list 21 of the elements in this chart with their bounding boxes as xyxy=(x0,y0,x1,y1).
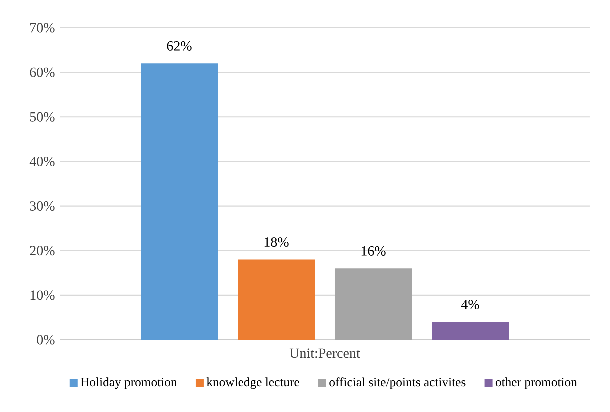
y-tick-label: 40% xyxy=(30,156,55,166)
y-tick-label: 30% xyxy=(30,202,55,212)
bar xyxy=(334,268,412,340)
data-label: 62% xyxy=(167,41,192,51)
data-label: 16% xyxy=(362,246,386,256)
data-label: 18% xyxy=(264,238,289,248)
bar xyxy=(141,64,218,340)
legend-label: other promotion xyxy=(496,378,578,390)
y-tick-label: 70% xyxy=(30,23,55,33)
y-tick-label: 60% xyxy=(30,68,55,78)
legend-label: Holiday promotion xyxy=(80,378,178,390)
data-label: 4% xyxy=(461,300,480,310)
y-tick-label: 20% xyxy=(30,246,55,256)
x-tick-label: Unit:Percent xyxy=(290,348,360,358)
bar xyxy=(432,322,509,340)
y-tick-label: 10% xyxy=(30,290,55,300)
y-tick-label: 50% xyxy=(30,112,55,122)
legend-label: official site/points activites xyxy=(330,378,466,390)
bar xyxy=(238,260,315,340)
legend-label: knowledge lecture xyxy=(206,378,300,390)
y-tick-label: 0% xyxy=(37,335,55,345)
